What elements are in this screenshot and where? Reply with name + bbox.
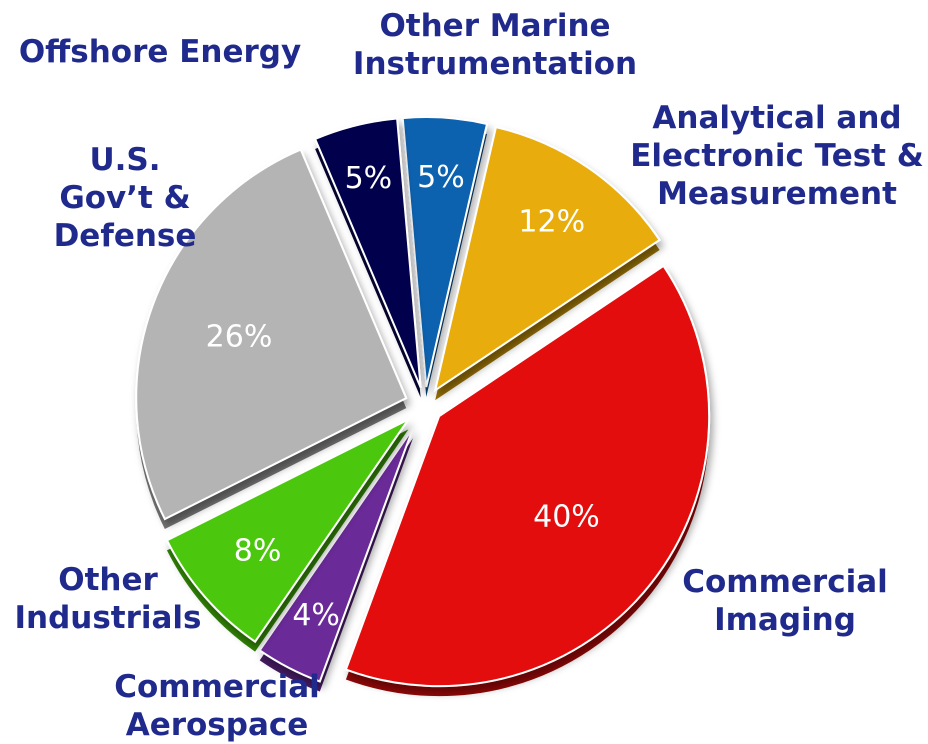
pie-slice <box>258 427 414 683</box>
slice-category-label-line: Instrumentation <box>353 46 637 82</box>
slice-category-label-line: Aerospace <box>126 707 309 743</box>
slice-category-label: Other Marine Instrumentation <box>353 8 637 82</box>
slice-value-label: 12% <box>518 204 585 239</box>
slice-category-label-line: Industrials <box>14 600 201 636</box>
slice-category-label-line: Measurement <box>657 176 897 212</box>
category-labels: Other Marine Instrumentation Analytical an… <box>14 8 923 743</box>
slice-category-label: Other Industrials <box>14 562 201 636</box>
slice-value-label: 4% <box>292 598 340 633</box>
slice-category-label-line: Commercial <box>114 669 320 705</box>
slice-category-label-line: Gov’t & <box>59 180 190 216</box>
slice-value-label: 5% <box>417 160 465 195</box>
pie-slice <box>165 418 410 644</box>
slice-category-label-line: Offshore Energy <box>19 34 301 70</box>
slice-value-label: 40% <box>533 499 600 534</box>
slice-category-label-line: Commercial <box>682 564 888 600</box>
slice-category-label: Commercial Imaging <box>682 564 888 638</box>
slice-category-label: Commercial Aerospace <box>114 669 320 743</box>
slice-value-label: 26% <box>206 320 273 355</box>
pie-slice <box>433 125 661 393</box>
slice-category-label-line: Analytical and <box>652 100 901 136</box>
pie-slice <box>344 264 711 688</box>
pie-slice <box>135 148 408 521</box>
slice-category-label-line: Imaging <box>714 602 856 638</box>
slice-category-label: Analytical and Electronic Test & Measureme… <box>630 100 924 212</box>
slice-value-label: 8% <box>234 534 282 569</box>
slice-category-label-line: U.S. <box>89 142 160 178</box>
pie-slice <box>401 116 489 388</box>
pie-slices <box>135 116 711 697</box>
slice-category-label: U.S. Gov’t & Defense <box>54 142 197 254</box>
slice-value-label: 5% <box>345 161 393 196</box>
slice-category-label-line: Defense <box>54 218 197 254</box>
slice-category-label: Offshore Energy <box>19 34 301 70</box>
value-labels: 5% 12% 40% 4% 8% 26% 5% <box>206 160 600 633</box>
slice-category-label-line: Electronic Test & <box>630 138 924 174</box>
slice-category-label-line: Other <box>58 562 158 598</box>
slice-category-label-line: Other Marine <box>379 8 610 44</box>
pie-slice <box>313 117 422 388</box>
